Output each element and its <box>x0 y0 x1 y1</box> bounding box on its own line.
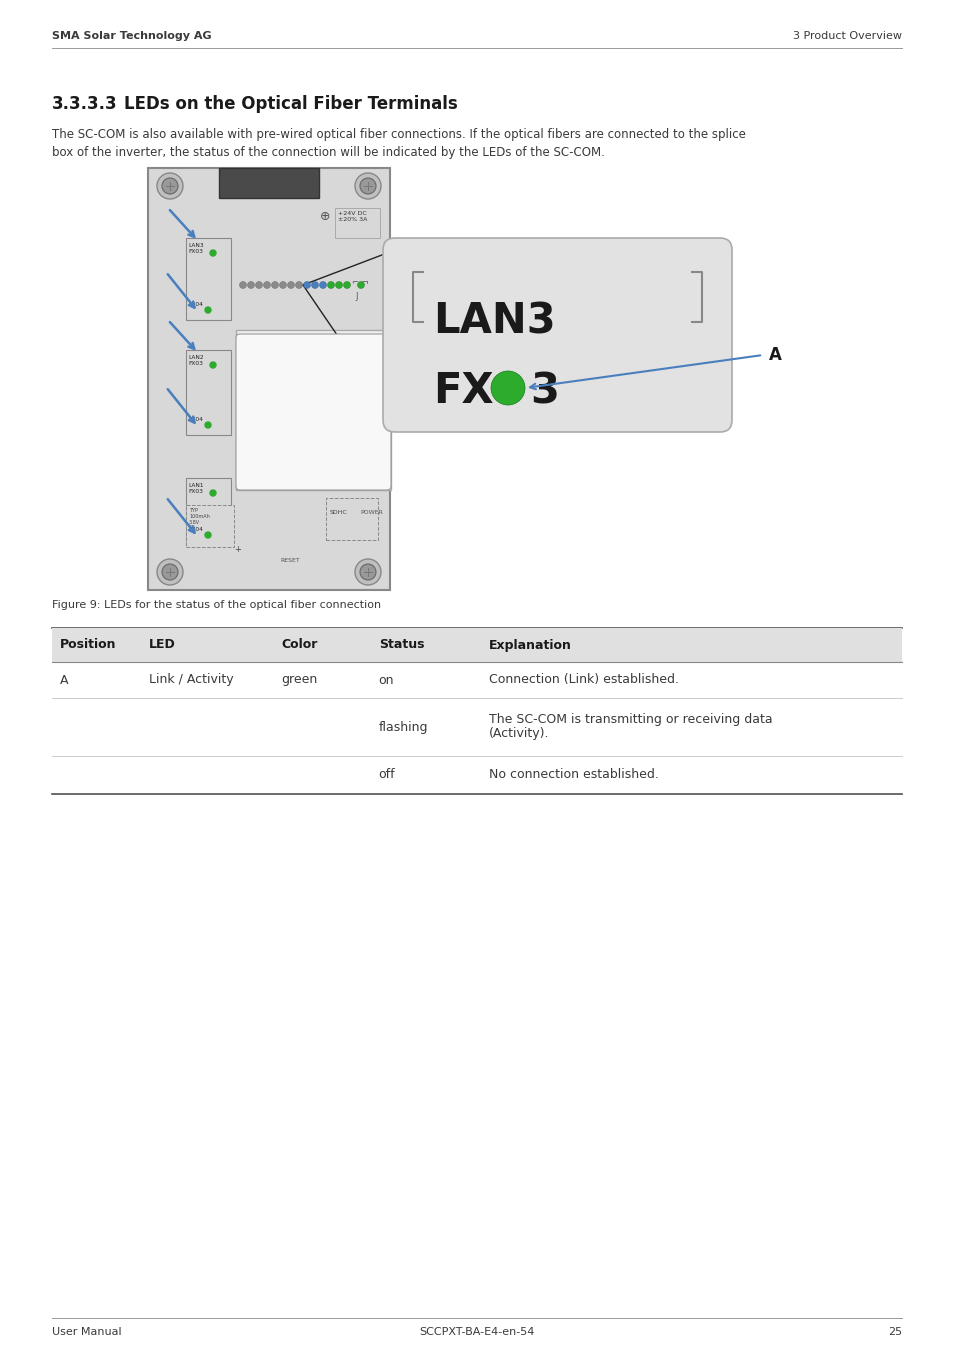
Circle shape <box>335 282 342 289</box>
Text: Explanation: Explanation <box>489 639 572 652</box>
Text: ⊕: ⊕ <box>319 211 330 223</box>
Circle shape <box>355 559 380 585</box>
Bar <box>52 628 901 662</box>
Bar <box>186 350 231 435</box>
Bar <box>186 478 231 545</box>
Text: Link / Activity: Link / Activity <box>149 674 233 687</box>
Text: A: A <box>768 346 781 365</box>
Circle shape <box>327 282 335 289</box>
Circle shape <box>355 173 380 198</box>
FancyBboxPatch shape <box>382 238 731 432</box>
Text: RESET: RESET <box>280 558 299 563</box>
Text: 3 Product Overview: 3 Product Overview <box>792 31 901 40</box>
Circle shape <box>359 564 375 580</box>
Text: green: green <box>281 674 317 687</box>
Text: (Activity).: (Activity). <box>489 728 549 741</box>
Text: on: on <box>378 674 394 687</box>
Text: +24V DC
±20% 3A: +24V DC ±20% 3A <box>337 211 367 221</box>
Circle shape <box>247 282 254 289</box>
Text: box of the inverter, the status of the connection will be indicated by the LEDs : box of the inverter, the status of the c… <box>52 146 604 159</box>
Text: Color: Color <box>281 639 317 652</box>
Text: Figure 9: LEDs for the status of the optical fiber connection: Figure 9: LEDs for the status of the opt… <box>52 599 381 610</box>
Circle shape <box>205 532 211 539</box>
Circle shape <box>359 178 375 194</box>
Circle shape <box>287 282 294 289</box>
Text: FX: FX <box>433 370 493 412</box>
Text: LAN2
FX03: LAN2 FX03 <box>188 355 203 366</box>
Circle shape <box>205 423 211 428</box>
Text: FX04: FX04 <box>188 302 203 306</box>
Circle shape <box>357 282 364 289</box>
Circle shape <box>272 282 278 289</box>
Circle shape <box>210 250 215 256</box>
Text: LED: LED <box>149 639 175 652</box>
Text: SCCPXT-BA-E4-en-54: SCCPXT-BA-E4-en-54 <box>419 1327 534 1336</box>
Text: The SC-COM is transmitting or receiving data: The SC-COM is transmitting or receiving … <box>489 714 772 726</box>
Text: LAN3: LAN3 <box>433 300 556 342</box>
Text: No connection established.: No connection established. <box>489 768 659 782</box>
Circle shape <box>255 282 262 289</box>
Text: LEDs on the Optical Fiber Terminals: LEDs on the Optical Fiber Terminals <box>124 95 457 113</box>
Text: User Manual: User Manual <box>52 1327 121 1336</box>
Bar <box>335 208 379 238</box>
Text: SMA Solar Technology AG: SMA Solar Technology AG <box>52 31 212 40</box>
Text: +: + <box>234 545 241 554</box>
Circle shape <box>162 564 178 580</box>
Circle shape <box>312 282 318 289</box>
Text: FX04: FX04 <box>188 417 203 423</box>
Circle shape <box>303 282 310 289</box>
FancyBboxPatch shape <box>235 333 391 490</box>
Bar <box>186 505 233 547</box>
Text: Status: Status <box>378 639 424 652</box>
Text: The SC-COM is also available with pre-wired optical fiber connections. If the op: The SC-COM is also available with pre-wi… <box>52 128 745 140</box>
Circle shape <box>210 362 215 369</box>
Circle shape <box>263 282 271 289</box>
Circle shape <box>279 282 286 289</box>
Text: 3: 3 <box>530 370 558 412</box>
Text: A: A <box>60 674 69 687</box>
Circle shape <box>157 559 183 585</box>
Text: off: off <box>378 768 395 782</box>
Bar <box>219 167 318 198</box>
Bar <box>148 167 390 590</box>
Text: LAN3
FX03: LAN3 FX03 <box>188 243 203 254</box>
Text: SDHC: SDHC <box>330 510 348 514</box>
Text: 3.3.3.3: 3.3.3.3 <box>52 95 117 113</box>
Text: flashing: flashing <box>378 721 428 733</box>
Text: ⌐ ¬: ⌐ ¬ <box>352 278 369 288</box>
Text: TYP
100mAh
3.8V
6A: TYP 100mAh 3.8V 6A <box>189 508 210 531</box>
Circle shape <box>162 178 178 194</box>
Bar <box>235 329 391 490</box>
Text: POWER: POWER <box>360 510 383 514</box>
Text: Connection (Link) established.: Connection (Link) established. <box>489 674 679 687</box>
Circle shape <box>295 282 302 289</box>
Text: FX04: FX04 <box>188 526 203 532</box>
Circle shape <box>157 173 183 198</box>
Circle shape <box>239 282 246 289</box>
Circle shape <box>205 306 211 313</box>
Bar <box>186 238 231 320</box>
Circle shape <box>343 282 350 289</box>
Circle shape <box>210 490 215 495</box>
Text: 25: 25 <box>887 1327 901 1336</box>
Text: LAN1
FX03: LAN1 FX03 <box>188 483 203 494</box>
Circle shape <box>491 371 524 405</box>
Bar <box>326 498 377 540</box>
Circle shape <box>319 282 326 289</box>
Text: Position: Position <box>60 639 116 652</box>
Text: J: J <box>355 292 357 301</box>
